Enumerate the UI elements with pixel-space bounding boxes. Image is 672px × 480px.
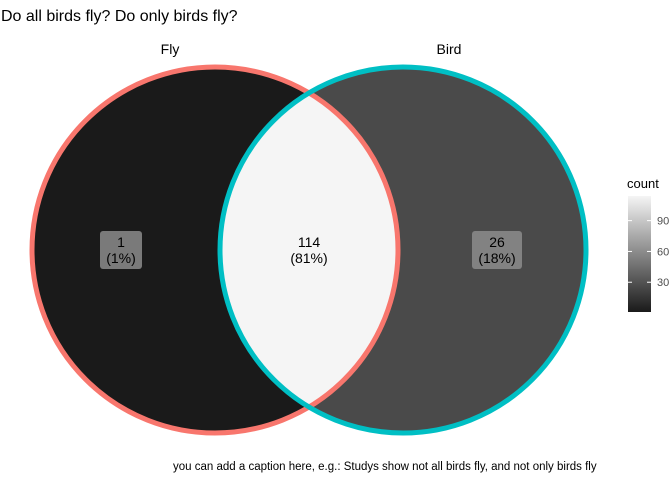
region-count-text: 26 <box>489 234 505 250</box>
region-count-text: 1 <box>117 234 125 250</box>
region-label-box <box>100 231 142 269</box>
region-label-fly-only: 1(1%) <box>100 231 142 269</box>
region-label-box <box>472 231 522 269</box>
chart-caption: you can add a caption here, e.g.: Studys… <box>173 461 597 473</box>
region-percent-text: (18%) <box>478 250 515 266</box>
region-label-bird-only: 26(18%) <box>472 231 522 269</box>
region-percent-text: (1%) <box>106 250 136 266</box>
set-label-fly: Fly <box>161 41 180 57</box>
legend-tick-label: 90 <box>657 216 669 228</box>
legend-colorbar <box>628 196 651 312</box>
set-outline-bird <box>217 64 589 436</box>
legend-title: count <box>627 176 659 191</box>
region-fly-and-bird <box>220 67 398 433</box>
region-count-text: 114 <box>298 234 321 250</box>
region-percent-text: (81%) <box>290 250 327 266</box>
chart-title: Do all birds fly? Do only birds fly? <box>1 8 238 25</box>
legend-tick-label: 60 <box>657 246 669 258</box>
region-label-box <box>284 231 334 269</box>
set-outline-fly <box>29 64 401 436</box>
legend-tick-label: 30 <box>657 277 669 289</box>
set-label-bird: Bird <box>437 41 462 57</box>
region-label-fly-and-bird: 114(81%) <box>284 231 334 269</box>
